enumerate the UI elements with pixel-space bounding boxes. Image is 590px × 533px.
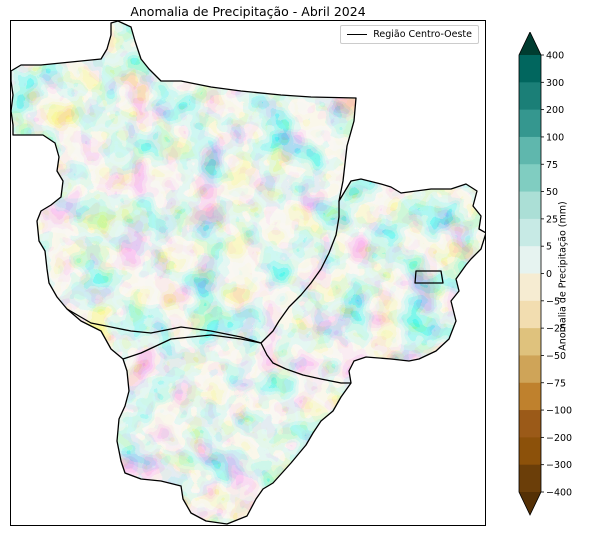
colorbar-segment (519, 328, 541, 356)
colorbar-tick-label: 50 (546, 187, 558, 198)
colorbar-tick-label: −50 (546, 351, 566, 362)
colorbar-tick-label: 75 (546, 160, 558, 171)
anomaly-field (11, 21, 485, 524)
colorbar-tick-label: 5 (546, 242, 552, 253)
colorbar-segment (519, 82, 541, 111)
colorbar-segment (519, 191, 541, 220)
colorbar-segment (519, 246, 541, 274)
colorbar-tick-label: 400 (546, 51, 564, 62)
colorbar-segment (519, 437, 541, 466)
colorbar-segment (519, 464, 541, 493)
colorbar-tick-label: −75 (546, 378, 566, 389)
colorbar-extend-bottom (519, 492, 541, 515)
colorbar-tick-label: −200 (546, 433, 572, 444)
colorbar-tick-label: 200 (546, 105, 564, 116)
precipitation-map (11, 21, 485, 525)
colorbar-segment (519, 300, 541, 329)
map-panel: Região Centro-Oeste (10, 20, 486, 526)
colorbar-label: Anomalia de Precipitação (mm) (557, 201, 569, 351)
colorbar-tick-label: 25 (546, 214, 558, 225)
colorbar-extend-top (519, 32, 541, 55)
colorbar-tick-label: −100 (546, 406, 572, 417)
colorbar-segment (519, 410, 541, 438)
legend-label: Região Centro-Oeste (373, 29, 472, 40)
colorbar: 40030020010075502550−5−25−50−75−100−200−… (518, 32, 572, 516)
colorbar-tick-label: −400 (546, 488, 572, 499)
colorbar-segment (519, 355, 541, 384)
legend-line-swatch (347, 34, 368, 35)
colorbar-segment (519, 164, 541, 193)
colorbar-tick-label: −25 (546, 324, 566, 335)
colorbar-segment (519, 382, 541, 411)
colorbar-tick-label: −300 (546, 460, 572, 471)
colorbar-segment (519, 136, 541, 165)
region-outline (11, 21, 485, 525)
colorbar-segment (519, 218, 541, 247)
colorbar-segment (519, 273, 541, 302)
df-outline (414, 270, 444, 284)
colorbar-tick-label: −5 (546, 296, 560, 307)
map-title: Anomalia de Precipitação - Abril 2024 (130, 4, 366, 19)
map-legend: Região Centro-Oeste (340, 25, 479, 44)
colorbar-segment (519, 55, 541, 83)
colorbar-tick-label: 100 (546, 132, 564, 143)
colorbar-tick-label: 0 (546, 269, 552, 280)
colorbar-segment (519, 109, 541, 138)
colorbar-tick-label: 300 (546, 78, 564, 89)
